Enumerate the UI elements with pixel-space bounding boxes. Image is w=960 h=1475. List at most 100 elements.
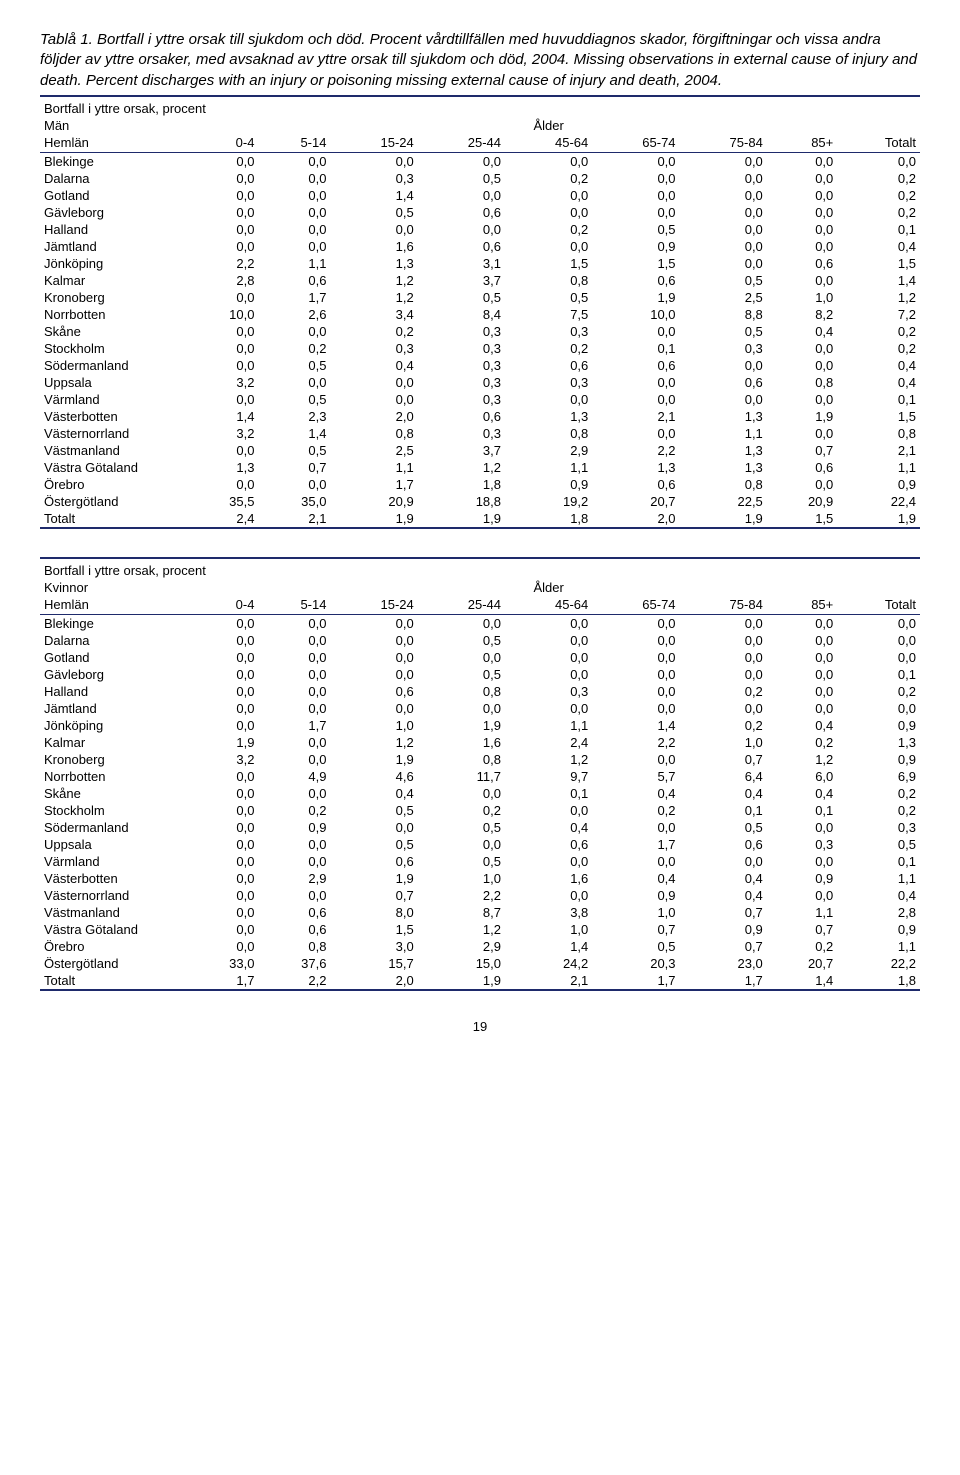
row-name: Jönköping bbox=[40, 255, 188, 272]
cell-value: 18,8 bbox=[418, 493, 505, 510]
cell-value: 22,4 bbox=[837, 493, 920, 510]
cell-value: 0,2 bbox=[837, 170, 920, 187]
cell-value: 0,4 bbox=[767, 717, 837, 734]
cell-value: 2,4 bbox=[505, 734, 592, 751]
cell-value: 0,0 bbox=[258, 700, 330, 717]
row-name: Uppsala bbox=[40, 836, 188, 853]
cell-value: 1,3 bbox=[837, 734, 920, 751]
cell-value: 2,8 bbox=[188, 272, 258, 289]
cell-value: 0,0 bbox=[680, 187, 767, 204]
cell-value: 1,7 bbox=[680, 972, 767, 989]
cell-value: 0,5 bbox=[680, 323, 767, 340]
cell-value: 0,5 bbox=[258, 357, 330, 374]
cell-value: 0,5 bbox=[330, 802, 417, 819]
cell-value: 0,0 bbox=[505, 666, 592, 683]
cell-value: 0,3 bbox=[330, 170, 417, 187]
data-table: Bortfall i yttre orsak, procentKvinnorÅl… bbox=[40, 557, 920, 991]
table-caption: Tablå 1. Bortfall i yttre orsak till sju… bbox=[40, 30, 920, 91]
cell-value: 0,0 bbox=[767, 476, 837, 493]
cell-value: 1,8 bbox=[418, 476, 505, 493]
cell-value: 0,2 bbox=[505, 221, 592, 238]
cell-value: 1,9 bbox=[330, 510, 417, 527]
age-heading: Ålder bbox=[505, 579, 592, 596]
cell-value: 37,6 bbox=[258, 955, 330, 972]
cell-value: 2,9 bbox=[505, 442, 592, 459]
cell-value: 2,9 bbox=[258, 870, 330, 887]
row-name: Jönköping bbox=[40, 717, 188, 734]
cell-value: 0,0 bbox=[188, 700, 258, 717]
cell-value: 0,7 bbox=[330, 887, 417, 904]
cell-value: 0,3 bbox=[418, 323, 505, 340]
cell-value: 0,0 bbox=[188, 476, 258, 493]
table-row: Södermanland0,00,50,40,30,60,60,00,00,4 bbox=[40, 357, 920, 374]
cell-value: 0,0 bbox=[330, 614, 417, 632]
cell-value: 1,2 bbox=[505, 751, 592, 768]
cell-value: 1,6 bbox=[330, 238, 417, 255]
cell-value: 2,1 bbox=[505, 972, 592, 989]
cell-value: 0,2 bbox=[592, 802, 679, 819]
column-header: 25-44 bbox=[418, 596, 505, 615]
cell-value: 1,5 bbox=[767, 510, 837, 527]
table-row: Norrbotten10,02,63,48,47,510,08,88,27,2 bbox=[40, 306, 920, 323]
table-row: Blekinge0,00,00,00,00,00,00,00,00,0 bbox=[40, 614, 920, 632]
cell-value: 1,7 bbox=[330, 476, 417, 493]
cell-value: 0,0 bbox=[505, 700, 592, 717]
cell-value: 1,1 bbox=[505, 717, 592, 734]
cell-value: 6,9 bbox=[837, 768, 920, 785]
table-row: Dalarna0,00,00,30,50,20,00,00,00,2 bbox=[40, 170, 920, 187]
cell-value: 2,1 bbox=[592, 408, 679, 425]
cell-value: 0,0 bbox=[188, 221, 258, 238]
cell-value: 0,0 bbox=[767, 666, 837, 683]
cell-value: 0,0 bbox=[592, 700, 679, 717]
cell-value: 1,4 bbox=[505, 938, 592, 955]
cell-value: 2,0 bbox=[592, 510, 679, 527]
table-row: Jämtland0,00,01,60,60,00,90,00,00,4 bbox=[40, 238, 920, 255]
row-name: Skåne bbox=[40, 323, 188, 340]
cell-value: 0,2 bbox=[837, 340, 920, 357]
cell-value: 0,1 bbox=[767, 802, 837, 819]
cell-value: 0,3 bbox=[418, 374, 505, 391]
cell-value: 0,5 bbox=[680, 819, 767, 836]
cell-value: 1,7 bbox=[258, 289, 330, 306]
cell-value: 0,0 bbox=[680, 255, 767, 272]
table-row: Västmanland0,00,68,08,73,81,00,71,12,8 bbox=[40, 904, 920, 921]
cell-value: 0,0 bbox=[505, 802, 592, 819]
cell-value: 0,3 bbox=[418, 425, 505, 442]
cell-value: 20,3 bbox=[592, 955, 679, 972]
cell-value: 0,3 bbox=[418, 357, 505, 374]
cell-value: 1,3 bbox=[680, 459, 767, 476]
table-row: Gotland0,00,01,40,00,00,00,00,00,2 bbox=[40, 187, 920, 204]
cell-value: 1,4 bbox=[258, 425, 330, 442]
table-row: Halland0,00,00,00,00,20,50,00,00,1 bbox=[40, 221, 920, 238]
cell-value: 0,1 bbox=[592, 340, 679, 357]
column-header: 15-24 bbox=[330, 134, 417, 153]
cell-value: 0,0 bbox=[330, 152, 417, 170]
cell-value: 0,7 bbox=[767, 442, 837, 459]
table-row: Örebro0,00,01,71,80,90,60,80,00,9 bbox=[40, 476, 920, 493]
cell-value: 20,7 bbox=[767, 955, 837, 972]
cell-value: 0,0 bbox=[767, 152, 837, 170]
cell-value: 1,9 bbox=[330, 751, 417, 768]
row-name: Värmland bbox=[40, 853, 188, 870]
cell-value: 0,0 bbox=[767, 170, 837, 187]
table-row: Gävleborg0,00,00,50,60,00,00,00,00,2 bbox=[40, 204, 920, 221]
cell-value: 0,3 bbox=[505, 323, 592, 340]
cell-value: 0,0 bbox=[505, 853, 592, 870]
table-row: Jönköping2,21,11,33,11,51,50,00,61,5 bbox=[40, 255, 920, 272]
row-name: Stockholm bbox=[40, 340, 188, 357]
cell-value: 1,1 bbox=[505, 459, 592, 476]
table-row: Jämtland0,00,00,00,00,00,00,00,00,0 bbox=[40, 700, 920, 717]
cell-value: 0,6 bbox=[592, 272, 679, 289]
cell-value: 0,6 bbox=[258, 921, 330, 938]
cell-value: 0,0 bbox=[330, 632, 417, 649]
cell-value: 0,1 bbox=[680, 802, 767, 819]
row-name: Örebro bbox=[40, 476, 188, 493]
cell-value: 0,0 bbox=[767, 614, 837, 632]
cell-value: 0,4 bbox=[767, 323, 837, 340]
cell-value: 0,0 bbox=[680, 357, 767, 374]
cell-value: 35,0 bbox=[258, 493, 330, 510]
row-name: Stockholm bbox=[40, 802, 188, 819]
cell-value: 0,2 bbox=[837, 187, 920, 204]
cell-value: 0,0 bbox=[767, 425, 837, 442]
cell-value: 1,2 bbox=[418, 921, 505, 938]
